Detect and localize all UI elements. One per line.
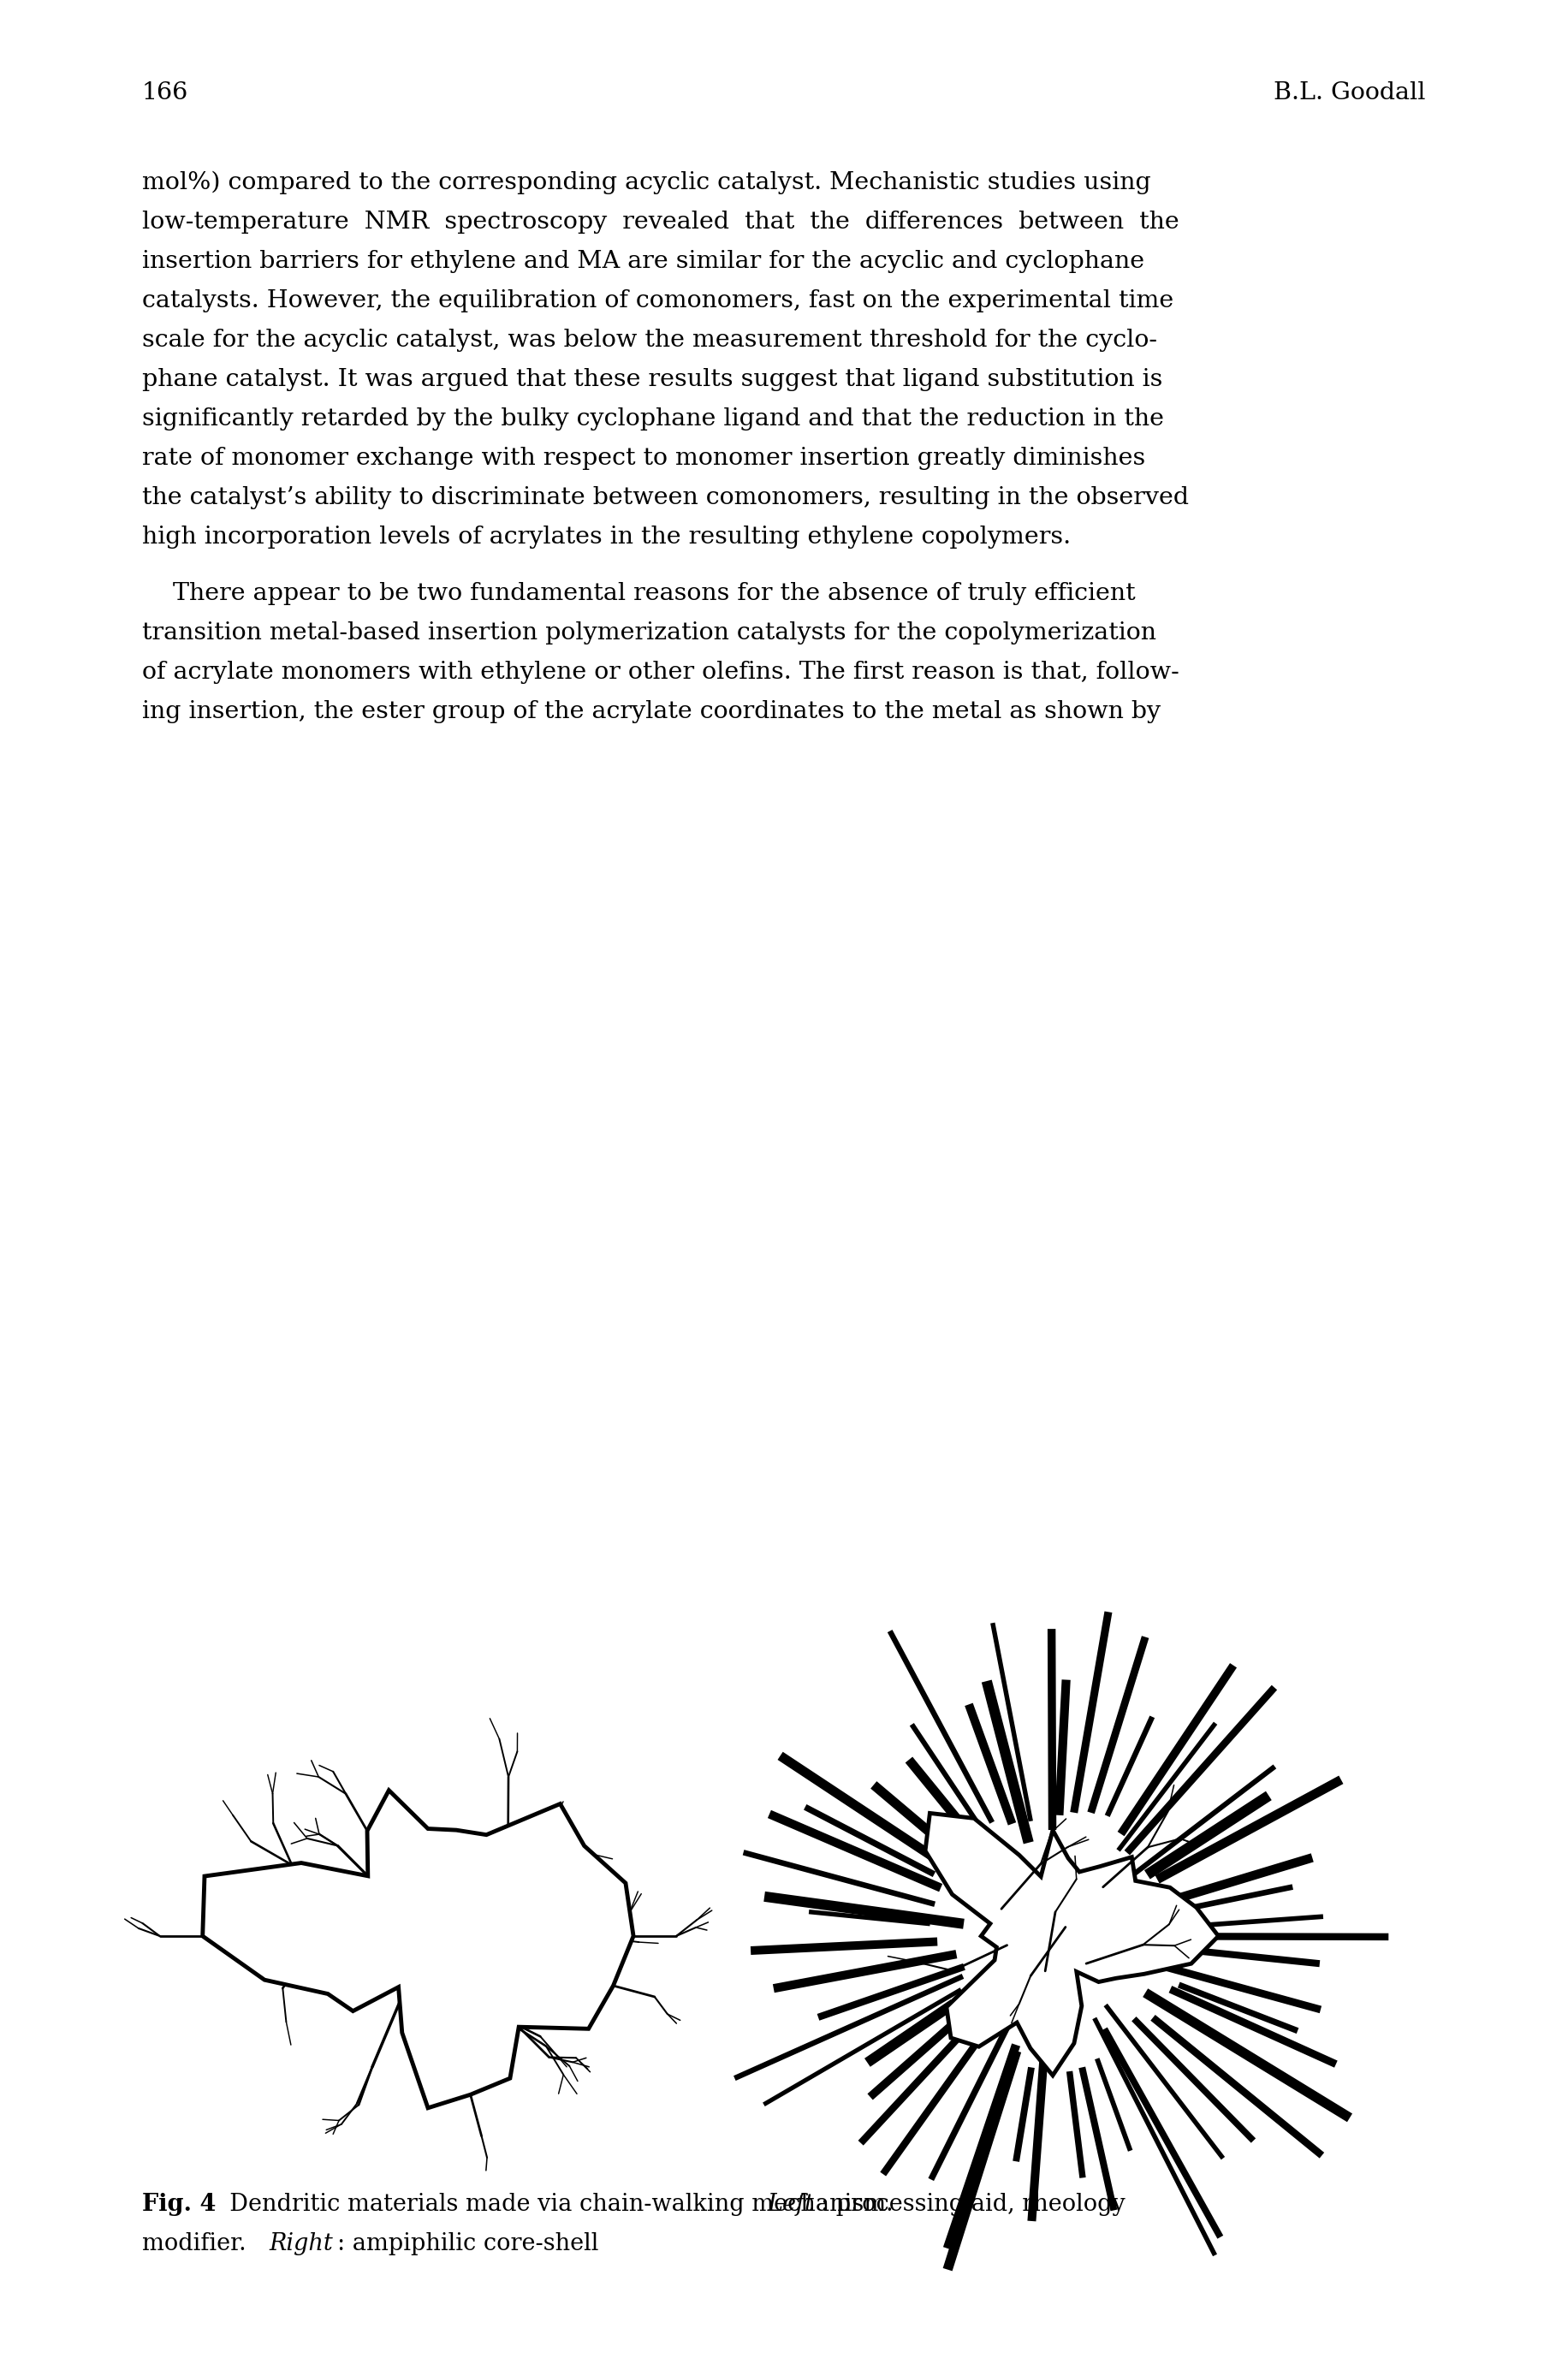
Polygon shape bbox=[202, 1789, 633, 2108]
Text: phane catalyst. It was argued that these results suggest that ligand substitutio: phane catalyst. It was argued that these… bbox=[143, 368, 1162, 392]
Text: insertion barriers for ethylene and MA are similar for the acyclic and cyclophan: insertion barriers for ethylene and MA a… bbox=[143, 249, 1145, 273]
Text: rate of monomer exchange with respect to monomer insertion greatly diminishes: rate of monomer exchange with respect to… bbox=[143, 447, 1145, 470]
Text: low-temperature  NMR  spectroscopy  revealed  that  the  differences  between  t: low-temperature NMR spectroscopy reveale… bbox=[143, 211, 1179, 233]
Text: : processing aid, rheology: : processing aid, rheology bbox=[820, 2193, 1126, 2217]
Text: catalysts. However, the equilibration of comonomers, fast on the experimental ti: catalysts. However, the equilibration of… bbox=[143, 290, 1173, 311]
Text: scale for the acyclic catalyst, was below the measurement threshold for the cycl: scale for the acyclic catalyst, was belo… bbox=[143, 328, 1157, 352]
Polygon shape bbox=[925, 1813, 1218, 2074]
Text: : ampiphilic core-shell: : ampiphilic core-shell bbox=[337, 2231, 599, 2255]
Text: Right: Right bbox=[268, 2231, 332, 2255]
Text: Left: Left bbox=[767, 2193, 814, 2217]
Text: Fig. 4: Fig. 4 bbox=[143, 2193, 216, 2217]
Text: modifier.: modifier. bbox=[143, 2231, 254, 2255]
Text: There appear to be two fundamental reasons for the absence of truly efficient: There appear to be two fundamental reaso… bbox=[143, 582, 1135, 606]
Text: high incorporation levels of acrylates in the resulting ethylene copolymers.: high incorporation levels of acrylates i… bbox=[143, 525, 1071, 549]
Text: ing insertion, the ester group of the acrylate coordinates to the metal as shown: ing insertion, the ester group of the ac… bbox=[143, 701, 1160, 722]
Text: Dendritic materials made via chain-walking mechanism.: Dendritic materials made via chain-walki… bbox=[215, 2193, 900, 2217]
Text: B.L. Goodall: B.L. Goodall bbox=[1273, 81, 1425, 105]
Text: mol%) compared to the corresponding acyclic catalyst. Mechanistic studies using: mol%) compared to the corresponding acyc… bbox=[143, 171, 1151, 195]
Text: the catalyst’s ability to discriminate between comonomers, resulting in the obse: the catalyst’s ability to discriminate b… bbox=[143, 487, 1189, 508]
Text: of acrylate monomers with ethylene or other olefins. The first reason is that, f: of acrylate monomers with ethylene or ot… bbox=[143, 661, 1179, 684]
Text: 166: 166 bbox=[143, 81, 188, 105]
Text: significantly retarded by the bulky cyclophane ligand and that the reduction in : significantly retarded by the bulky cycl… bbox=[143, 406, 1163, 430]
Text: transition metal-based insertion polymerization catalysts for the copolymerizati: transition metal-based insertion polymer… bbox=[143, 623, 1156, 644]
